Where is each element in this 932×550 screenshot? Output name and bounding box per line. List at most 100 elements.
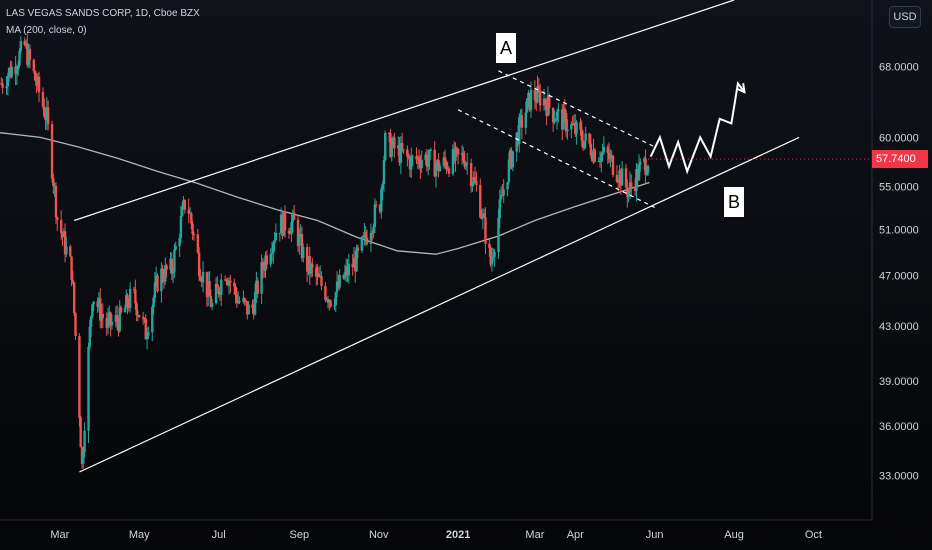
- candle-body: [292, 212, 296, 220]
- candle-body: [233, 282, 236, 287]
- candle-body: [373, 204, 377, 228]
- candle-body: [287, 230, 291, 234]
- candle-body: [636, 168, 639, 181]
- candle-body: [187, 209, 190, 214]
- candle-body: [529, 89, 533, 110]
- candle-body: [36, 76, 39, 86]
- candle-body: [108, 312, 111, 319]
- candle-body: [546, 95, 550, 116]
- candle-body: [333, 305, 336, 307]
- y-tick-label: 47.0000: [879, 270, 919, 282]
- candle-body: [127, 306, 131, 309]
- candle-body: [624, 168, 628, 188]
- candle-body: [393, 137, 396, 149]
- candle-body: [320, 276, 323, 286]
- candle-body: [328, 300, 331, 303]
- candle-body: [255, 280, 258, 293]
- candle-body: [269, 254, 272, 265]
- x-tick-label: Aug: [724, 529, 744, 541]
- candle-body: [626, 187, 629, 197]
- candle-body: [1, 83, 4, 88]
- candle-body: [391, 137, 395, 145]
- candle-body: [9, 68, 12, 77]
- candle-body: [44, 116, 47, 121]
- symbol-title[interactable]: LAS VEGAS SANDS CORP, 1D, Cboe BZX: [6, 8, 200, 19]
- candle-body: [296, 219, 300, 247]
- candle-body: [119, 307, 123, 313]
- candle-body: [144, 318, 147, 340]
- candle-body: [217, 286, 220, 295]
- x-tick-label: Mar: [525, 529, 544, 541]
- candle-body: [54, 185, 58, 218]
- candle-body: [455, 147, 459, 149]
- projection-path[interactable]: [649, 81, 746, 175]
- candle-body: [390, 144, 393, 157]
- candle-body: [179, 215, 183, 238]
- candle-body: [135, 303, 138, 316]
- candle-body: [426, 160, 430, 167]
- candle-body: [511, 151, 514, 168]
- candle-body: [544, 98, 547, 106]
- upper-channel-line[interactable]: [74, 0, 735, 222]
- candle-body: [562, 108, 565, 130]
- candle-body: [402, 149, 405, 151]
- candle-body: [466, 163, 469, 165]
- candle-body: [590, 155, 594, 161]
- candle-body: [308, 256, 311, 274]
- candle-body: [309, 264, 313, 274]
- annotation-label-b[interactable]: B: [724, 187, 744, 217]
- candle-body: [527, 92, 530, 99]
- candle-body: [197, 252, 201, 277]
- candle-body: [265, 255, 269, 265]
- candle-body: [270, 252, 274, 255]
- candle-body: [361, 236, 365, 238]
- candle-body: [557, 109, 560, 112]
- candle-body: [535, 100, 538, 103]
- candle-body: [91, 304, 94, 317]
- candle-body: [138, 315, 141, 318]
- candle-body: [209, 295, 213, 307]
- candle-body: [283, 211, 287, 231]
- y-tick-label: 68.0000: [879, 62, 919, 74]
- candle-body: [41, 92, 45, 107]
- candle-body: [260, 262, 263, 294]
- candle-body: [519, 115, 522, 118]
- candle-body: [18, 51, 21, 66]
- candle-body: [114, 314, 118, 322]
- candle-body: [216, 283, 219, 287]
- candle-body: [484, 217, 487, 244]
- annotation-label-a[interactable]: A: [496, 33, 516, 63]
- candle-body: [46, 107, 50, 125]
- candle-body: [606, 146, 609, 153]
- candle-body: [420, 159, 423, 169]
- candle-body: [263, 269, 266, 271]
- candle-body: [6, 76, 10, 87]
- candle-body: [453, 149, 456, 161]
- projection-arrowhead: [735, 83, 746, 94]
- candle-body: [363, 231, 366, 237]
- candle-body: [105, 317, 108, 328]
- candle-body: [143, 318, 146, 320]
- x-tick-label: Apr: [567, 529, 584, 541]
- candle-body: [210, 303, 214, 307]
- lower-channel-line[interactable]: [79, 136, 800, 473]
- candle-body: [274, 232, 278, 241]
- ma-indicator-legend[interactable]: MA (200, close, 0): [6, 25, 87, 36]
- currency-button[interactable]: USD: [889, 6, 921, 28]
- candle-body: [174, 246, 177, 250]
- candle-body: [14, 66, 17, 74]
- falling-channel-lower[interactable]: [457, 109, 655, 209]
- candle-body: [343, 272, 347, 279]
- candle-body: [43, 106, 46, 117]
- candle-body: [335, 281, 339, 293]
- candle-body: [462, 152, 465, 161]
- candle-body: [302, 247, 305, 259]
- falling-channel-upper[interactable]: [498, 70, 655, 148]
- candle-body: [482, 213, 486, 218]
- candle-body: [589, 143, 593, 156]
- candle-body: [290, 222, 293, 234]
- candle-body: [554, 120, 557, 122]
- x-tick-label: Jul: [212, 529, 226, 541]
- candle-body: [141, 317, 145, 319]
